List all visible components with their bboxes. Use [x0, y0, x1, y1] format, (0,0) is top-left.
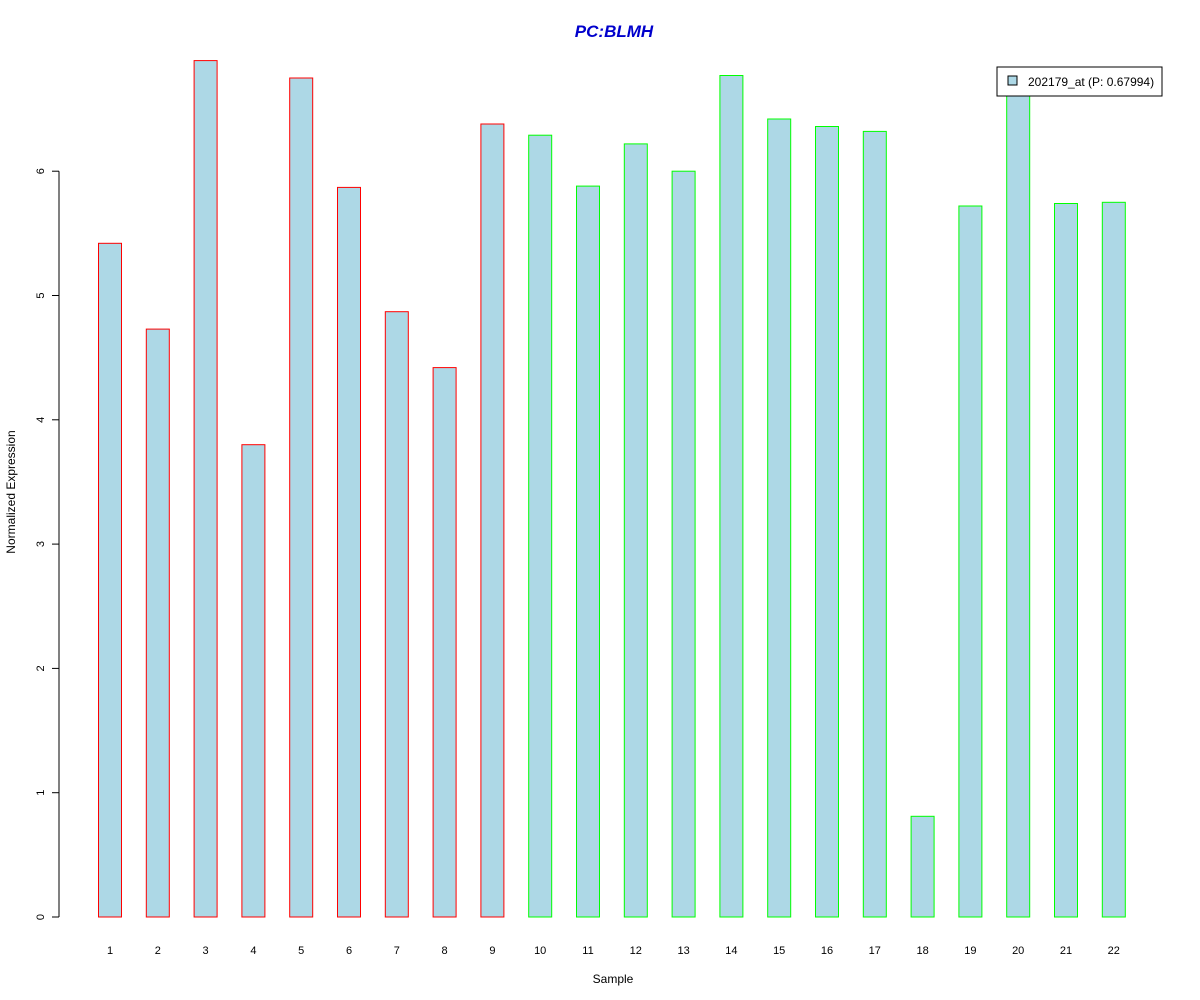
x-tick-label: 12 — [630, 945, 642, 957]
x-tick-label: 21 — [1060, 945, 1072, 957]
x-tick-label: 22 — [1108, 945, 1120, 957]
x-tick-label: 15 — [773, 945, 785, 957]
x-tick-label: 20 — [1012, 945, 1024, 957]
bar — [1101, 201, 1126, 918]
bar — [958, 205, 983, 918]
x-axis-label: Sample — [593, 972, 634, 986]
x-tick-label: 9 — [489, 945, 495, 957]
x-tick-label: 10 — [534, 945, 546, 957]
x-tick-label: 17 — [869, 945, 881, 957]
x-tick-label: 6 — [346, 945, 352, 957]
bar — [432, 367, 457, 918]
bar — [910, 815, 935, 918]
x-axis-tick-labels: 1 2 3 4 5 6 7 8 9 10 11 12 13 14 15 16 17 18 19 20 21 22 — [107, 945, 1120, 957]
bar — [767, 118, 792, 918]
bar — [241, 444, 266, 918]
y-axis: 0 1 2 3 4 5 6 — [35, 168, 60, 920]
y-tick-label: 1 — [35, 790, 47, 796]
bar — [1006, 93, 1031, 918]
y-tick-label: 0 — [35, 914, 47, 920]
x-tick-label: 8 — [442, 945, 448, 957]
y-tick-label: 2 — [35, 665, 47, 671]
x-tick-label: 13 — [677, 945, 689, 957]
bars-group — [98, 60, 1126, 918]
bar — [719, 75, 744, 918]
chart-title: PC:BLMH — [575, 22, 654, 41]
x-tick-label: 1 — [107, 945, 113, 957]
y-tick-label: 5 — [35, 292, 47, 298]
y-axis-label: Normalized Expression — [4, 430, 18, 553]
bar — [1054, 203, 1078, 918]
x-tick-label: 3 — [203, 945, 209, 957]
bar — [384, 311, 409, 918]
bar — [528, 134, 553, 918]
legend-label: 202179_at (P: 0.67994) — [1028, 75, 1154, 89]
x-tick-label: 14 — [725, 945, 737, 957]
x-tick-label: 11 — [582, 945, 593, 957]
legend: 202179_at (P: 0.67994) — [996, 66, 1163, 97]
bar — [193, 60, 218, 918]
bar — [480, 123, 505, 918]
y-tick-label: 3 — [35, 541, 47, 547]
bar — [289, 77, 314, 918]
bar — [337, 186, 361, 918]
x-tick-label: 7 — [394, 945, 400, 957]
bar — [623, 143, 648, 918]
y-tick-label: 6 — [35, 168, 47, 174]
bar — [671, 170, 696, 918]
legend-swatch — [1007, 75, 1018, 86]
legend-box — [996, 66, 1163, 97]
x-tick-label: 18 — [916, 945, 928, 957]
y-tick-label: 4 — [35, 417, 47, 423]
bar — [862, 130, 887, 918]
x-tick-label: 16 — [821, 945, 833, 957]
bar — [145, 328, 170, 918]
bar — [815, 126, 839, 918]
x-tick-label: 4 — [250, 945, 256, 957]
x-tick-label: 2 — [155, 945, 161, 957]
x-tick-label: 5 — [298, 945, 304, 957]
bar — [98, 242, 122, 918]
x-tick-label: 19 — [964, 945, 976, 957]
bar — [576, 185, 600, 918]
